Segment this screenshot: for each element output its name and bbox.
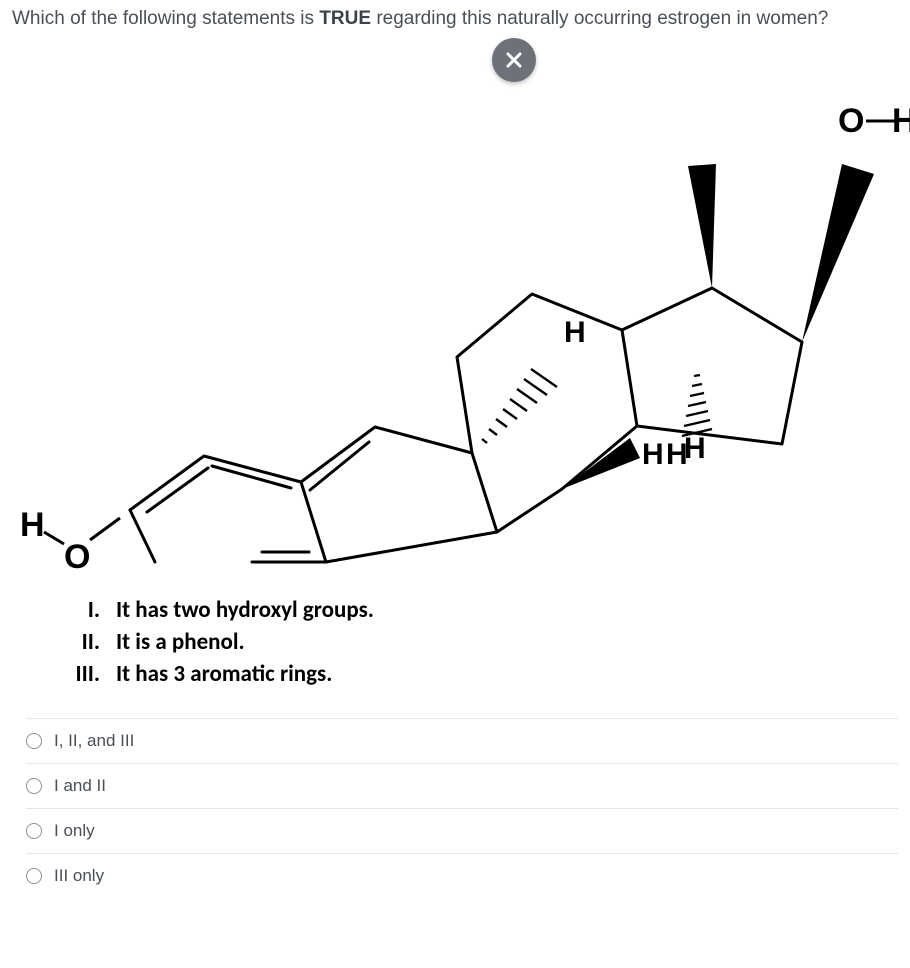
stem-text-before: Which of the following statements is: [12, 8, 319, 29]
statement-row: III. It has 3 aromatic rings.: [72, 660, 898, 688]
label-bottom-h: H: [20, 506, 45, 544]
statement-text: It has two hydroxyl groups.: [116, 596, 374, 624]
statement-text: It has 3 aromatic rings.: [116, 660, 332, 688]
label-top-h: H: [892, 102, 910, 140]
statement-num: II.: [72, 628, 116, 656]
label-top-o: O: [838, 102, 864, 140]
label-h-c9a: H: [642, 438, 664, 471]
answer-options: I, II, and III I and II I only III only: [26, 718, 898, 898]
option-label: I, II, and III: [54, 731, 134, 751]
statement-text: It is a phenol.: [116, 628, 245, 656]
answer-option[interactable]: I and II: [26, 763, 898, 808]
label-h-c8: H: [564, 316, 586, 349]
label-h-c14: H: [684, 432, 706, 465]
answer-option[interactable]: I only: [26, 808, 898, 853]
option-label: I only: [54, 821, 95, 841]
answer-option[interactable]: I, II, and III: [26, 718, 898, 763]
radio-icon: [26, 778, 42, 794]
radio-icon: [26, 823, 42, 839]
radio-icon: [26, 868, 42, 884]
label-bottom-o: O: [64, 538, 90, 572]
option-label: I and II: [54, 776, 106, 796]
statement-row: II. It is a phenol.: [72, 628, 898, 656]
figure-area: H O O — H H H H H: [12, 42, 898, 572]
question-stem: Which of the following statements is TRU…: [12, 8, 898, 30]
statement-row: I. It has two hydroxyl groups.: [72, 596, 898, 624]
stem-text-emph: TRUE: [319, 8, 371, 29]
statement-num: I.: [72, 596, 116, 624]
option-label: III only: [54, 866, 104, 886]
statements-list: I. It has two hydroxyl groups. II. It is…: [72, 596, 898, 688]
stem-text-after: regarding this naturally occurring estro…: [371, 8, 828, 29]
molecule-structure: H O O — H H H H H: [12, 42, 910, 572]
radio-icon: [26, 733, 42, 749]
answer-option[interactable]: III only: [26, 853, 898, 898]
statement-num: III.: [72, 660, 116, 688]
